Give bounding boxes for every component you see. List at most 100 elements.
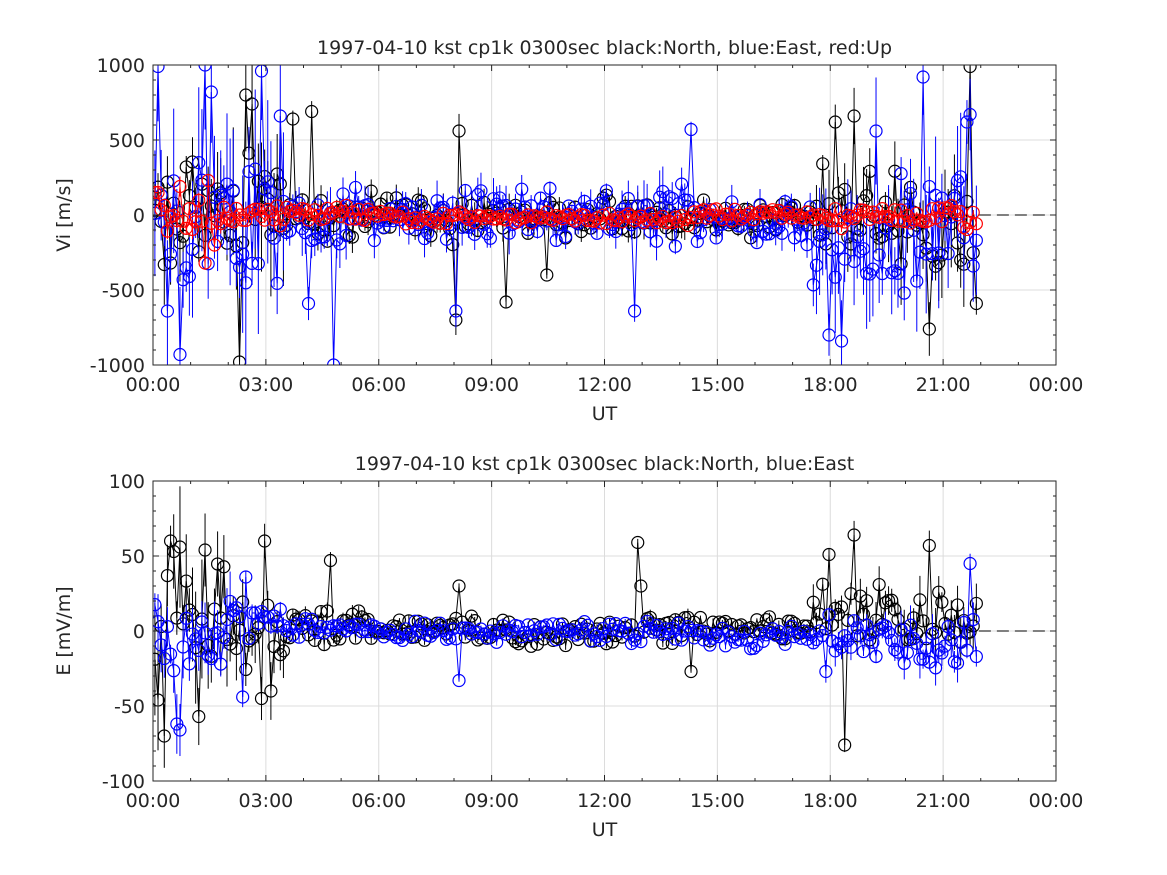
- velocity-panel: 00:00 03:00 06:00 09:00 12:00 15:00 18:00 21:00…: [53, 37, 1083, 425]
- data-point: [693, 610, 708, 625]
- data-point: [198, 543, 212, 557]
- data-point: [173, 347, 187, 362]
- data-point: [891, 645, 905, 659]
- data-point: [888, 264, 902, 278]
- data-point: [214, 188, 228, 202]
- data-point: [229, 601, 244, 615]
- data-point: [819, 211, 833, 226]
- data-point: [471, 188, 485, 202]
- x-tick-label: 18:00: [803, 790, 858, 812]
- data-point: [684, 122, 698, 137]
- data-point: [217, 630, 231, 645]
- data-point: [878, 209, 893, 224]
- data-point: [549, 630, 563, 644]
- data-point: [283, 620, 297, 634]
- data-point: [483, 209, 497, 223]
- data-point: [490, 212, 504, 226]
- data-point: [687, 201, 701, 215]
- data-point: [599, 216, 613, 231]
- x-axis-label: UT: [592, 819, 618, 841]
- data-point: [841, 633, 855, 648]
- data-point: [819, 222, 833, 236]
- data-point: [427, 625, 441, 640]
- data-point: [242, 631, 256, 646]
- data-point: [292, 630, 306, 644]
- data-point: [192, 193, 206, 207]
- data-point: [963, 556, 977, 571]
- chart-title: 1997-04-10 kst cp1k 0300sec black:North,…: [355, 453, 854, 475]
- data-point: [932, 585, 946, 599]
- data-point: [153, 598, 162, 612]
- data-point: [408, 614, 422, 628]
- data-point: [305, 104, 319, 119]
- data-point: [925, 627, 940, 641]
- data-point: [916, 614, 930, 628]
- data-point: [662, 214, 676, 228]
- data-point: [367, 619, 381, 633]
- data-point: [954, 253, 968, 267]
- data-point: [731, 208, 745, 222]
- data-point: [433, 616, 447, 630]
- y-tick-label: -1000: [90, 355, 145, 377]
- x-tick-label: 00:00: [126, 790, 181, 812]
- data-point: [160, 224, 175, 238]
- data-point: [932, 246, 946, 260]
- data-point: [308, 232, 322, 246]
- data-point: [348, 180, 363, 195]
- data-point: [693, 226, 708, 240]
- data-point: [173, 723, 187, 737]
- data-point: [803, 210, 817, 224]
- data-point: [847, 614, 861, 628]
- data-point: [712, 209, 726, 223]
- data-point: [747, 641, 761, 655]
- data-point: [872, 577, 886, 592]
- x-tick-label: 12:00: [577, 790, 632, 812]
- data-point: [872, 210, 886, 224]
- data-point: [192, 156, 206, 170]
- data-point: [897, 286, 911, 300]
- data-point: [825, 214, 839, 228]
- data-point: [214, 657, 228, 671]
- data-point: [461, 212, 476, 226]
- data-point: [580, 618, 595, 632]
- data-point: [533, 191, 548, 205]
- data-point: [389, 630, 403, 645]
- data-point: [863, 212, 877, 227]
- data-point: [828, 115, 842, 129]
- y-tick-label: -100: [102, 771, 145, 793]
- x-tick-label: 09:00: [464, 790, 519, 812]
- data-point: [765, 203, 780, 217]
- data-point: [794, 229, 808, 243]
- data-point: [668, 239, 682, 253]
- data-point: [662, 190, 676, 204]
- x-tick-label: 21:00: [916, 790, 971, 812]
- data-point: [643, 206, 657, 221]
- data-point: [248, 162, 262, 176]
- data-point: [897, 214, 911, 229]
- data-point: [515, 630, 529, 644]
- data-point: [822, 328, 836, 342]
- data-point: [653, 624, 667, 638]
- data-point: [621, 191, 635, 206]
- data-point: [499, 295, 513, 309]
- y-tick-label: 0: [133, 205, 145, 227]
- data-point: [969, 296, 983, 311]
- data-point: [239, 213, 253, 228]
- data-point: [916, 70, 930, 84]
- data-point: [430, 623, 444, 637]
- data-point: [944, 633, 958, 647]
- data-point: [935, 646, 949, 660]
- data-point: [524, 628, 538, 642]
- data-point: [728, 202, 742, 216]
- data-point: [286, 112, 300, 126]
- data-point: [182, 657, 196, 671]
- data-point: [643, 621, 657, 635]
- data-point: [957, 231, 971, 245]
- data-point: [232, 610, 247, 624]
- data-point: [957, 615, 971, 630]
- data-point: [847, 211, 861, 226]
- data-point: [308, 623, 322, 637]
- data-point: [640, 614, 654, 629]
- data-point: [812, 234, 827, 249]
